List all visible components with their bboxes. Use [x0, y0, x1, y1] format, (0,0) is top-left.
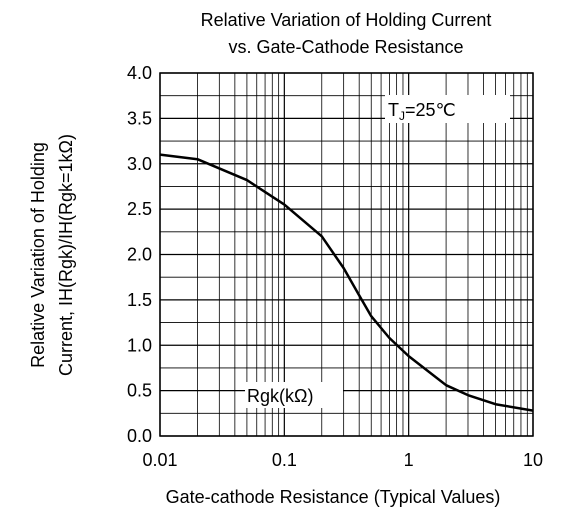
x-tick-label: 0.1	[272, 450, 297, 470]
chart-title: vs. Gate-Cathode Resistance	[228, 37, 463, 57]
y-tick-label: 0.5	[127, 381, 152, 401]
annotation: TJ=25℃	[388, 100, 456, 123]
y-tick-label: 3.5	[127, 108, 152, 128]
data-line	[159, 153, 534, 412]
chart-title: Relative Variation of Holding Current	[201, 10, 492, 30]
y-tick-label: 2.0	[127, 245, 152, 265]
x-tick-label: 10	[523, 450, 543, 470]
y-tick-label: 4.0	[127, 63, 152, 83]
y-tick-label: 1.5	[127, 290, 152, 310]
y-tick-label: 0.0	[127, 426, 152, 446]
y-axis-label: Current, IH(Rgk)/IH(Rgk=1kΩ)	[56, 134, 76, 376]
x-tick-label: 1	[404, 450, 414, 470]
x-axis-label: Gate-cathode Resistance (Typical Values)	[166, 487, 501, 507]
y-axis-label: Relative Variation of Holding	[28, 142, 48, 368]
y-tick-label: 3.0	[127, 154, 152, 174]
annotation-box	[385, 95, 510, 123]
annotation-box	[245, 382, 343, 408]
plot-frame	[159, 72, 534, 437]
annotation-text: =25℃	[405, 100, 456, 120]
y-tick-label: 1.0	[127, 335, 152, 355]
annotation: Rgk(kΩ)	[247, 386, 313, 406]
annotation-text: T	[388, 100, 399, 120]
y-tick-label: 2.5	[127, 199, 152, 219]
x-tick-label: 0.01	[142, 450, 177, 470]
annotation-sub: J	[399, 109, 405, 123]
